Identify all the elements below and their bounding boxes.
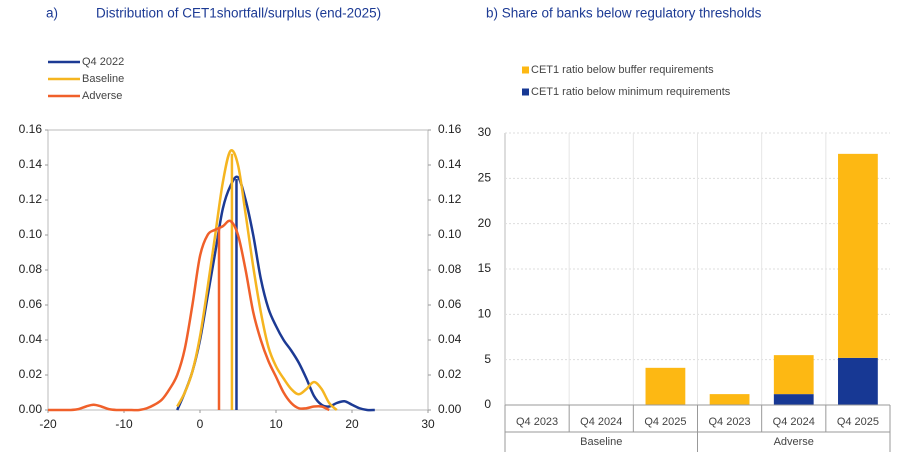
x-tick-label: 0 — [197, 417, 204, 431]
x-tick-label: Q4 2023 — [708, 416, 750, 428]
x-tick-label: Q4 2024 — [580, 416, 622, 428]
bar-segment — [645, 367, 686, 405]
legend-label: Baseline — [82, 73, 124, 85]
y-tick-label: 25 — [478, 171, 492, 185]
plot-frame — [47, 129, 429, 411]
chart-title: b) Share of banks below regulatory thres… — [486, 6, 762, 21]
x-tick-label: -20 — [39, 417, 57, 431]
y2-tick-label: 0.10 — [438, 227, 462, 241]
x-tick-label: Q4 2025 — [837, 416, 879, 428]
y2-tick-label: 0.12 — [438, 192, 462, 206]
y-tick-label: 0.08 — [19, 262, 43, 276]
bar-segment — [709, 394, 750, 405]
y2-tick-label: 0.00 — [438, 402, 462, 416]
group-label: Adverse — [774, 436, 814, 448]
legend-label: Q4 2022 — [82, 56, 124, 68]
y-tick-label: 20 — [478, 216, 492, 230]
y-tick-label: 0 — [484, 397, 491, 411]
x-tick-label: Q4 2025 — [644, 416, 686, 428]
legend-label: CET1 ratio below buffer requirements — [531, 64, 714, 76]
y-tick-label: 0.12 — [19, 192, 43, 206]
y-tick-label: 0.02 — [19, 367, 43, 381]
bar-segment — [838, 357, 878, 405]
x-tick-label: Q4 2023 — [516, 416, 558, 428]
y2-tick-label: 0.16 — [438, 122, 462, 136]
y2-tick-label: 0.04 — [438, 332, 462, 346]
legend-swatch — [522, 66, 529, 74]
y-tick-label: 0.00 — [19, 402, 43, 416]
y-tick-label: 0.10 — [19, 227, 43, 241]
y-tick-label: 0.16 — [19, 122, 43, 136]
chart-title: Distribution of CET1shortfall/surplus (e… — [96, 6, 381, 21]
panel-label: a) — [46, 6, 58, 21]
legend-label: CET1 ratio below minimum requirements — [531, 86, 731, 98]
y2-tick-label: 0.02 — [438, 367, 462, 381]
group-label: Baseline — [580, 436, 622, 448]
density-line — [176, 149, 338, 411]
legend-label: Adverse — [82, 90, 122, 102]
bar-segment — [773, 394, 814, 405]
y-tick-label: 5 — [484, 352, 491, 366]
bar-segment — [838, 153, 878, 358]
y2-tick-label: 0.06 — [438, 297, 462, 311]
y2-tick-label: 0.14 — [438, 157, 462, 171]
density-line — [48, 219, 330, 412]
y2-tick-label: 0.08 — [438, 262, 462, 276]
density-line — [176, 175, 375, 412]
legend-swatch — [522, 88, 529, 96]
y-tick-label: 30 — [478, 125, 492, 139]
y-tick-label: 10 — [478, 307, 492, 321]
y-tick-label: 15 — [478, 261, 492, 275]
y-tick-label: 0.06 — [19, 297, 43, 311]
y-tick-label: 0.14 — [19, 157, 43, 171]
y-tick-label: 0.04 — [19, 332, 43, 346]
x-tick-label: -10 — [115, 417, 133, 431]
x-tick-label: 10 — [269, 417, 283, 431]
x-tick-label: 20 — [345, 417, 359, 431]
x-tick-label: Q4 2024 — [773, 416, 815, 428]
x-tick-label: 30 — [421, 417, 435, 431]
bar-segment — [773, 355, 814, 395]
